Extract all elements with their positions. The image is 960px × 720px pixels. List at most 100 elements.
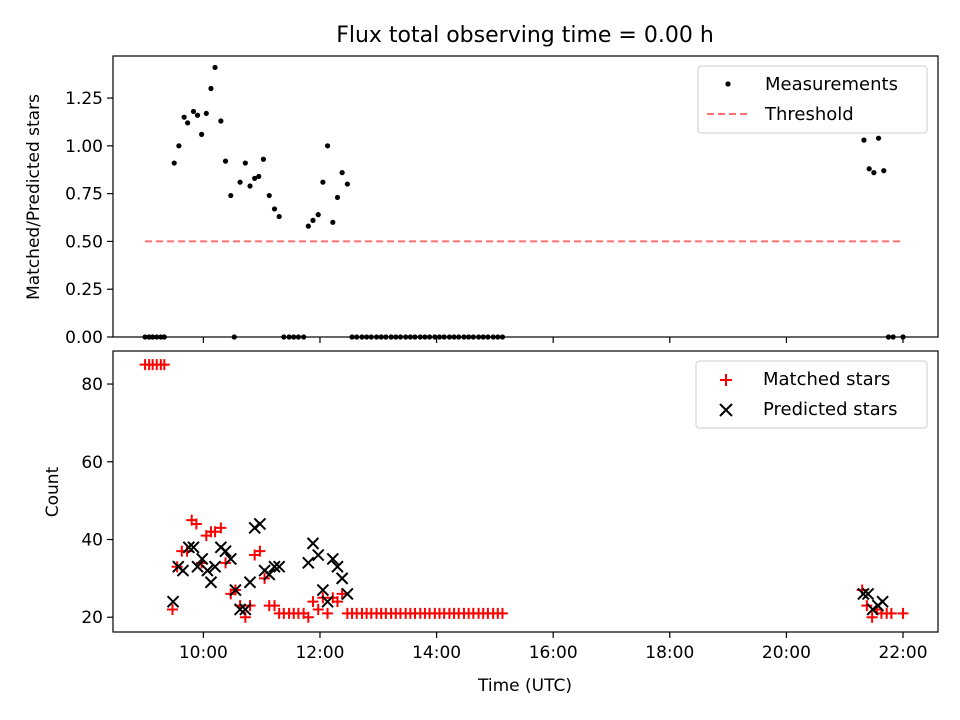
predicted-star-point: [341, 587, 354, 601]
matched-star-point: [861, 600, 873, 612]
measurement-point: [247, 183, 253, 189]
measurement-point: [310, 217, 316, 223]
matched-star-point: [312, 603, 324, 615]
measurement-point: [203, 110, 209, 116]
x-tick-label: 14:00: [412, 643, 461, 663]
predicted-star-point: [268, 560, 281, 573]
predicted-star-point: [224, 552, 237, 566]
bottom-y-axis-label: Count: [43, 466, 63, 517]
top-y-axis-label: Matched/Predicted stars: [24, 94, 44, 300]
top-y-ticks: 0.00 0.25 0.50 0.75 1.00 1.25: [65, 89, 113, 348]
predicted-star-point: [861, 587, 875, 601]
top-x-ticks: [202, 337, 904, 343]
measurement-point: [176, 143, 182, 149]
bottom-axes-frame: [112, 350, 939, 633]
y-tick-label: 0.25: [65, 280, 103, 300]
predicted-star-point: [335, 572, 349, 585]
predicted-star-point: [263, 568, 276, 581]
measurement-point: [330, 219, 336, 225]
measurement-point: [181, 114, 187, 120]
measurement-point: [271, 206, 278, 212]
predicted-star-point: [326, 552, 340, 566]
measurement-point: [208, 85, 214, 92]
measurement-point: [861, 137, 867, 143]
measurement-point: [260, 156, 267, 162]
legend-predicted-marker: [719, 403, 733, 417]
matched-star-point: [336, 588, 348, 600]
y-tick-label: 0.50: [65, 232, 103, 252]
matched-star-point: [885, 607, 897, 619]
matched-star-point: [866, 611, 878, 623]
measurement-point: [266, 192, 272, 199]
bottom-legend-frame: [695, 360, 928, 429]
measurement-point: [324, 143, 331, 149]
matched-star-point: [496, 607, 508, 619]
legend-matched-marker: [720, 374, 732, 386]
y-tick-label: 1.25: [65, 89, 103, 109]
top-axes-frame: [112, 55, 939, 338]
bottom-plot-area: [139, 359, 909, 623]
measurement-point: [320, 179, 326, 185]
matched-star-point: [302, 611, 314, 623]
x-tick-label: 10:00: [179, 643, 228, 663]
predicted-star-point: [176, 564, 190, 577]
matched-star-point: [190, 518, 202, 530]
measurement-point: [242, 160, 248, 166]
predicted-star-point: [331, 560, 344, 573]
measurement-point: [315, 212, 321, 218]
measurement-point: [199, 131, 205, 137]
measurement-point: [185, 120, 191, 126]
measurement-point: [334, 194, 341, 201]
x-axis-label: Time (UTC): [477, 676, 572, 696]
predicted-star-point: [253, 517, 267, 531]
legend-matched-label: Matched stars: [763, 369, 890, 390]
measurement-point: [339, 170, 345, 176]
matched-star-point: [215, 522, 227, 534]
y-tick-label: 40: [81, 530, 103, 550]
legend-measurements-marker: [725, 81, 731, 87]
measurement-point: [871, 170, 877, 176]
predicted-star-point: [243, 576, 257, 589]
bottom-x-ticks: 10:00 12:00 14:00 16:00 18:00 20:00 22:00: [179, 632, 928, 663]
predicted-star-point: [208, 560, 222, 573]
top-legend-frame: [697, 65, 928, 134]
matched-star-point: [897, 607, 909, 619]
predicted-star-point: [191, 560, 204, 573]
measurement-point: [190, 108, 197, 115]
bottom-y-ticks: 20 40 60 80: [81, 375, 113, 628]
predicted-star-point: [316, 583, 330, 597]
measurement-point: [194, 112, 201, 118]
x-tick-label: 18:00: [645, 643, 694, 663]
predicted-star-point: [233, 603, 247, 616]
y-tick-label: 20: [81, 608, 103, 628]
matched-star-point: [322, 607, 334, 619]
y-tick-label: 80: [81, 375, 103, 395]
x-tick-label: 22:00: [879, 643, 928, 663]
predicted-star-point: [272, 560, 286, 573]
y-tick-label: 1.00: [65, 137, 103, 157]
predicted-star-point: [187, 541, 200, 554]
matched-star-point: [166, 603, 178, 615]
legend-measurements-label: Measurements: [765, 74, 898, 95]
predicted-star-point: [321, 595, 334, 608]
predicted-star-point: [306, 537, 320, 550]
matched-star-point: [269, 600, 281, 612]
top-panel: 0.00 0.25 0.50 0.75 1.00 1.25 Matched/Predict…: [24, 55, 939, 348]
legend-threshold-label: Threshold: [764, 104, 854, 125]
bottom-legend: Matched stars Predicted stars: [695, 360, 928, 429]
predicted-star-point: [195, 552, 209, 566]
predicted-star-point: [166, 595, 180, 608]
measurement-point: [305, 223, 311, 229]
predicted-star-point: [201, 564, 214, 577]
measurement-point: [344, 181, 350, 187]
predicted-star-point: [312, 548, 325, 562]
predicted-star-point: [876, 595, 889, 608]
measurement-point: [237, 179, 243, 185]
x-tick-label: 16:00: [529, 643, 578, 663]
measurement-point: [222, 158, 229, 164]
chart-title: Flux total observing time = 0.00 h: [336, 23, 714, 48]
legend-predicted-label: Predicted stars: [763, 399, 897, 420]
y-tick-label: 0.75: [65, 185, 103, 205]
measurement-point: [171, 160, 177, 166]
